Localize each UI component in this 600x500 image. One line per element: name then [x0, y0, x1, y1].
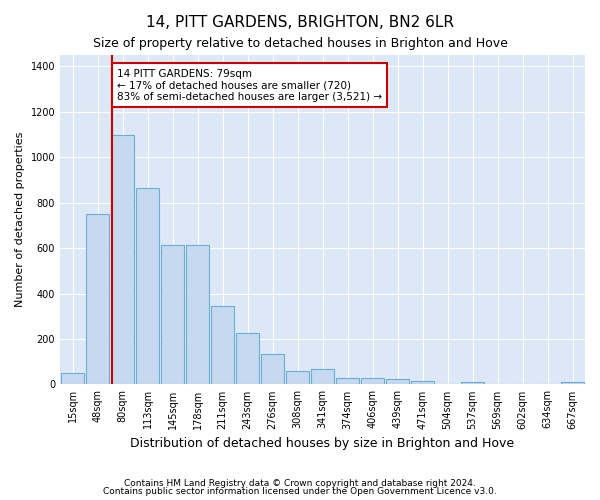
Bar — [61, 373, 84, 384]
Bar — [261, 354, 284, 384]
Bar — [186, 244, 209, 384]
X-axis label: Distribution of detached houses by size in Brighton and Hove: Distribution of detached houses by size … — [130, 437, 515, 450]
Y-axis label: Number of detached properties: Number of detached properties — [15, 132, 25, 308]
Bar — [211, 306, 234, 384]
Text: 14 PITT GARDENS: 79sqm
← 17% of detached houses are smaller (720)
83% of semi-de: 14 PITT GARDENS: 79sqm ← 17% of detached… — [117, 68, 382, 102]
Text: Size of property relative to detached houses in Brighton and Hove: Size of property relative to detached ho… — [92, 38, 508, 51]
Text: 14, PITT GARDENS, BRIGHTON, BN2 6LR: 14, PITT GARDENS, BRIGHTON, BN2 6LR — [146, 15, 454, 30]
Bar — [361, 378, 384, 384]
Bar — [561, 382, 584, 384]
Bar — [136, 188, 159, 384]
Bar — [386, 380, 409, 384]
Bar — [461, 382, 484, 384]
Bar — [286, 371, 309, 384]
Bar — [111, 134, 134, 384]
Bar — [86, 214, 109, 384]
Bar — [161, 244, 184, 384]
Bar — [411, 381, 434, 384]
Bar — [311, 369, 334, 384]
Text: Contains public sector information licensed under the Open Government Licence v3: Contains public sector information licen… — [103, 487, 497, 496]
Text: Contains HM Land Registry data © Crown copyright and database right 2024.: Contains HM Land Registry data © Crown c… — [124, 478, 476, 488]
Bar — [336, 378, 359, 384]
Bar — [236, 334, 259, 384]
